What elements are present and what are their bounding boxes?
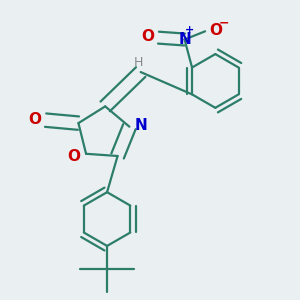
Text: O: O xyxy=(209,23,222,38)
Text: −: − xyxy=(218,16,229,30)
Text: +: + xyxy=(185,25,194,35)
Text: O: O xyxy=(142,29,154,44)
Text: N: N xyxy=(178,32,191,47)
Text: N: N xyxy=(134,118,147,134)
Text: O: O xyxy=(28,112,42,127)
Text: O: O xyxy=(67,149,80,164)
Text: H: H xyxy=(134,56,143,69)
